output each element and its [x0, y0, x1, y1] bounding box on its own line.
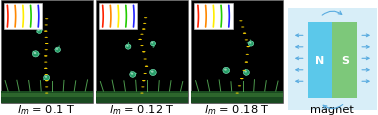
Circle shape — [44, 68, 47, 69]
Circle shape — [243, 33, 246, 34]
Circle shape — [142, 52, 146, 53]
Circle shape — [143, 24, 146, 25]
Circle shape — [144, 73, 147, 74]
Bar — [96, 94, 188, 97]
Bar — [288, 9, 377, 110]
Text: $l_m$ = 0.12 T: $l_m$ = 0.12 T — [109, 102, 175, 115]
Ellipse shape — [248, 42, 254, 47]
Text: $l_m$ = 0.18 T: $l_m$ = 0.18 T — [204, 102, 270, 115]
Bar — [194, 4, 232, 30]
Circle shape — [44, 31, 47, 32]
Circle shape — [246, 47, 250, 48]
Circle shape — [45, 25, 48, 26]
Circle shape — [140, 34, 144, 35]
Circle shape — [238, 86, 241, 87]
Circle shape — [246, 47, 250, 48]
Circle shape — [44, 56, 47, 57]
Circle shape — [138, 40, 142, 41]
Circle shape — [45, 50, 48, 51]
Circle shape — [142, 52, 146, 53]
Circle shape — [44, 31, 47, 32]
Ellipse shape — [55, 48, 60, 53]
Ellipse shape — [224, 69, 227, 71]
Circle shape — [144, 18, 147, 19]
Circle shape — [142, 29, 146, 30]
Text: magnet: magnet — [310, 104, 354, 114]
Bar — [96, 1, 188, 104]
Circle shape — [243, 33, 246, 34]
Circle shape — [44, 56, 47, 57]
Bar — [1, 91, 93, 104]
Circle shape — [45, 19, 48, 20]
Ellipse shape — [34, 52, 36, 55]
Circle shape — [240, 78, 243, 79]
Circle shape — [246, 54, 249, 55]
Ellipse shape — [37, 30, 42, 34]
Circle shape — [245, 40, 248, 41]
Circle shape — [145, 66, 148, 67]
Bar — [191, 94, 283, 97]
Ellipse shape — [56, 49, 58, 50]
Circle shape — [45, 74, 48, 75]
Ellipse shape — [150, 70, 156, 76]
Ellipse shape — [33, 51, 39, 57]
Ellipse shape — [130, 72, 136, 78]
Circle shape — [138, 40, 142, 41]
Bar — [96, 91, 188, 104]
Bar — [3, 4, 42, 30]
Circle shape — [45, 87, 48, 88]
Circle shape — [144, 59, 147, 60]
Circle shape — [242, 70, 246, 71]
Circle shape — [44, 62, 47, 63]
Ellipse shape — [131, 73, 133, 75]
Circle shape — [140, 93, 144, 94]
Circle shape — [45, 44, 48, 45]
Circle shape — [141, 87, 144, 88]
Ellipse shape — [223, 68, 229, 74]
Circle shape — [142, 80, 146, 82]
Ellipse shape — [43, 75, 50, 81]
Circle shape — [241, 27, 244, 28]
Ellipse shape — [37, 30, 40, 32]
Circle shape — [145, 66, 148, 67]
Circle shape — [239, 21, 243, 22]
Bar — [332, 22, 357, 98]
Ellipse shape — [249, 42, 251, 44]
Bar — [191, 1, 283, 104]
Circle shape — [142, 29, 146, 30]
Circle shape — [140, 46, 144, 47]
Ellipse shape — [150, 42, 155, 46]
Text: N: N — [315, 55, 325, 65]
Circle shape — [45, 44, 48, 45]
Circle shape — [245, 62, 248, 63]
Bar — [191, 91, 283, 104]
Bar — [1, 94, 93, 97]
Circle shape — [45, 93, 48, 94]
Ellipse shape — [45, 76, 47, 78]
Ellipse shape — [151, 43, 153, 44]
Ellipse shape — [245, 71, 247, 73]
Ellipse shape — [125, 45, 131, 50]
Text: $l_m$ = 0.1 T: $l_m$ = 0.1 T — [17, 102, 76, 115]
Circle shape — [44, 68, 47, 69]
Circle shape — [142, 80, 146, 82]
Bar — [1, 1, 93, 104]
Circle shape — [45, 80, 48, 82]
Circle shape — [245, 62, 248, 63]
Circle shape — [240, 78, 243, 79]
Ellipse shape — [151, 71, 153, 73]
Bar — [99, 4, 137, 30]
Text: S: S — [341, 55, 349, 65]
Ellipse shape — [126, 46, 129, 47]
Circle shape — [45, 37, 48, 39]
Circle shape — [235, 93, 239, 94]
Bar — [308, 22, 332, 98]
Circle shape — [45, 80, 48, 82]
Ellipse shape — [243, 70, 249, 76]
